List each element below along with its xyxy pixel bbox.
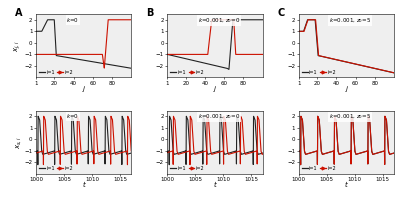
Y-axis label: $x_{s,i}$: $x_{s,i}$ xyxy=(14,136,23,149)
Legend: i=1, i=2: i=1, i=2 xyxy=(38,166,74,172)
Text: $k$=0.001, $z_0$=5: $k$=0.001, $z_0$=5 xyxy=(329,112,372,121)
Text: $k$=0: $k$=0 xyxy=(66,16,80,24)
Legend: i=1, i=2: i=1, i=2 xyxy=(38,69,74,75)
X-axis label: j: j xyxy=(214,86,216,92)
Legend: i=1, i=2: i=1, i=2 xyxy=(301,166,336,172)
X-axis label: j: j xyxy=(345,86,347,92)
Text: $k$=0: $k$=0 xyxy=(66,112,80,120)
Text: $k$=0.001, $z_0$=5: $k$=0.001, $z_0$=5 xyxy=(329,16,372,25)
X-axis label: j: j xyxy=(83,86,85,92)
Text: $k$=0.001, $z_0$=0: $k$=0.001, $z_0$=0 xyxy=(198,112,240,121)
X-axis label: t: t xyxy=(214,182,216,188)
Text: $k$=0.001, $z_0$=0: $k$=0.001, $z_0$=0 xyxy=(198,16,240,25)
X-axis label: t: t xyxy=(82,182,85,188)
Text: C: C xyxy=(278,8,285,18)
Legend: i=1, i=2: i=1, i=2 xyxy=(301,69,336,75)
Legend: i=1, i=2: i=1, i=2 xyxy=(170,69,205,75)
X-axis label: t: t xyxy=(345,182,348,188)
Legend: i=1, i=2: i=1, i=2 xyxy=(170,166,205,172)
Text: A: A xyxy=(15,8,22,18)
Y-axis label: $x_{j,i}$: $x_{j,i}$ xyxy=(12,40,23,52)
Text: B: B xyxy=(146,8,154,18)
